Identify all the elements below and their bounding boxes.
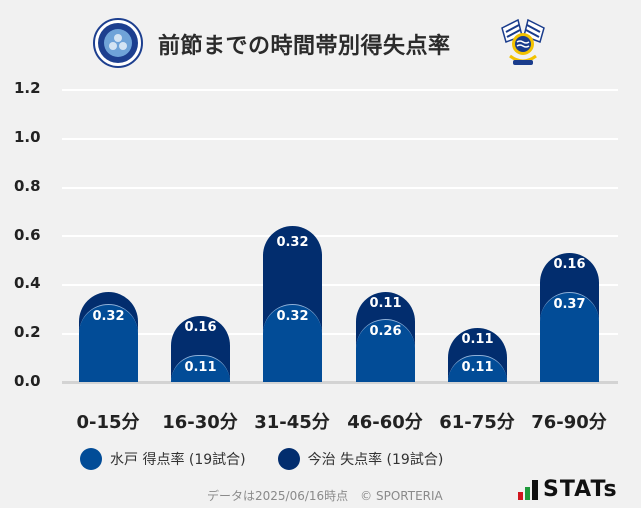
bar-value-label: 0.16 bbox=[184, 320, 217, 336]
stacked-bar: 0.16 0.11 bbox=[171, 316, 230, 382]
x-tick: 61-75分 bbox=[439, 412, 515, 433]
x-tick: 16-30分 bbox=[162, 412, 238, 433]
y-tick-0.6: 0.6 bbox=[14, 226, 41, 244]
stats-bar-icon bbox=[518, 492, 523, 500]
y-tick-1.2: 1.2 bbox=[14, 79, 41, 97]
x-axis-baseline bbox=[62, 381, 618, 384]
stats-bar-icon bbox=[525, 487, 530, 500]
bar-value-label: 0.37 bbox=[553, 296, 586, 312]
x-tick: 76-90分 bbox=[531, 412, 607, 433]
x-tick: 0-15分 bbox=[76, 412, 140, 433]
y-tick-0.2: 0.2 bbox=[14, 323, 41, 341]
gridline bbox=[62, 333, 618, 335]
x-tick: 31-45分 bbox=[254, 412, 330, 433]
bar-segment-home bbox=[263, 303, 322, 382]
gridline bbox=[62, 138, 618, 140]
bar-value-label: 0.32 bbox=[92, 308, 125, 324]
bar-value-label: 0.32 bbox=[276, 234, 309, 250]
legend-item-mito: 水戸 得点率 (19試合) bbox=[80, 448, 246, 470]
bar-value-label: 0.26 bbox=[369, 323, 402, 339]
bar-value-label: 0.16 bbox=[553, 256, 586, 272]
bar-segment-home bbox=[356, 318, 415, 382]
bar-value-label: 0.11 bbox=[369, 295, 402, 311]
chart-legend: 水戸 得点率 (19試合) 今治 失点率 (19試合) bbox=[80, 448, 475, 470]
stacked-bar: 0.32 0.32 bbox=[263, 225, 322, 382]
bar-value-label: 0.11 bbox=[461, 360, 494, 376]
stacked-bar: 0.11 0.26 bbox=[356, 291, 415, 382]
legend-label: 今治 失点率 (19試合) bbox=[307, 452, 444, 468]
bar-segment-home bbox=[540, 291, 599, 382]
stats-logo: STATs bbox=[518, 477, 618, 502]
y-tick-0.4: 0.4 bbox=[14, 274, 41, 292]
legend-label: 水戸 得点率 (19試合) bbox=[110, 452, 246, 468]
gridline bbox=[62, 235, 618, 237]
mito-hollyhock-logo-icon bbox=[93, 18, 143, 68]
stacked-bar: 0.32 bbox=[79, 291, 138, 382]
chart-header: 前節までの時間帯別得失点率 bbox=[0, 14, 641, 70]
legend-dot-icon bbox=[277, 448, 300, 470]
stats-bar-icon bbox=[532, 480, 538, 500]
legend-item-imabari: 今治 失点率 (19試合) bbox=[277, 448, 444, 470]
data-source-note: データは2025/06/16時点 © SPORTERIA bbox=[207, 489, 443, 503]
y-tick-1.0: 1.0 bbox=[14, 128, 41, 146]
chart-title: 前節までの時間帯別得失点率 bbox=[158, 34, 451, 59]
stacked-bar: 0.11 0.11 bbox=[448, 328, 507, 382]
bar-segment-home bbox=[79, 303, 138, 382]
x-tick: 46-60分 bbox=[347, 412, 423, 433]
y-tick-0.8: 0.8 bbox=[14, 177, 41, 195]
bar-value-label: 0.11 bbox=[184, 360, 217, 376]
gridline bbox=[62, 187, 618, 189]
gridline bbox=[62, 89, 618, 91]
stacked-bar: 0.16 0.37 bbox=[540, 252, 599, 382]
legend-dot-icon bbox=[80, 448, 102, 470]
bar-value-label: 0.32 bbox=[276, 308, 309, 324]
stats-brand-text: STATs bbox=[543, 477, 618, 502]
fc-imabari-logo-icon bbox=[501, 18, 545, 65]
y-tick-0.0: 0.0 bbox=[14, 372, 41, 390]
bar-value-label: 0.11 bbox=[461, 332, 494, 348]
gridline bbox=[62, 284, 618, 286]
